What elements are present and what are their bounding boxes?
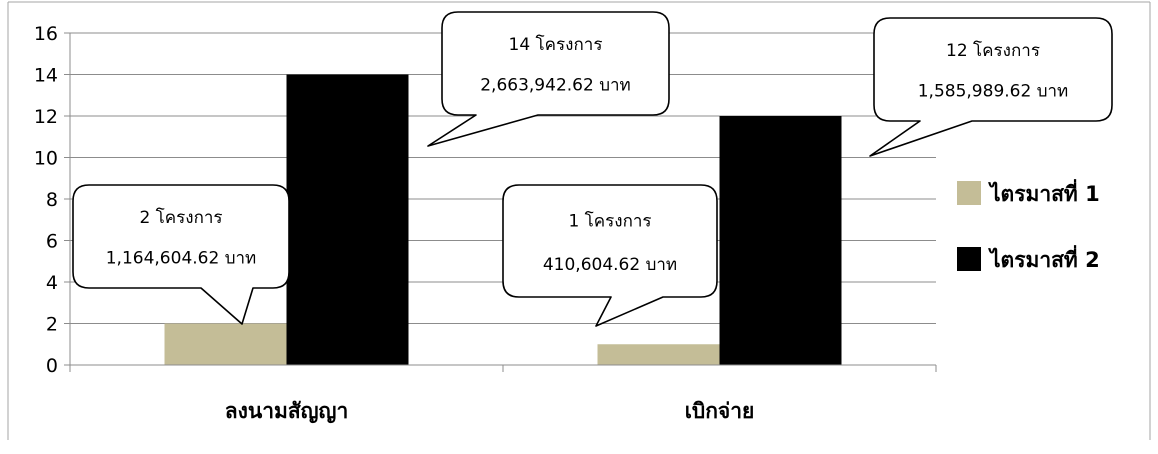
callout-amount: 2,663,942.62 บาท: [480, 75, 631, 95]
axes: [64, 32, 937, 372]
x-category-label: ลงนามสัญญา: [225, 399, 349, 424]
y-tick-label: 12: [34, 106, 58, 128]
y-tick-label: 4: [46, 272, 58, 294]
callout-bubble: [502, 184, 718, 327]
x-category-label: เบิกจ่าย: [685, 399, 755, 423]
callout-bubble: [869, 17, 1113, 157]
callout-project-count: 12 โครงการ: [946, 40, 1040, 61]
callouts: 2 โครงการ 1,164,604.62 บาท 14 โครงการ 2,663…: [72, 11, 1113, 327]
y-tick-label: 10: [34, 148, 58, 170]
bar: [286, 74, 409, 365]
callout-amount: 410,604.62 บาท: [543, 255, 677, 275]
callout: 2 โครงการ 1,164,604.62 บาท: [72, 184, 290, 325]
bars: [164, 74, 842, 365]
x-category-labels: ลงนามสัญญา เบิกจ่าย: [225, 399, 755, 424]
callout-project-count: 1 โครงการ: [568, 210, 651, 231]
callout-bubble: [72, 184, 290, 325]
callout-project-count: 14 โครงการ: [509, 34, 603, 55]
callout-project-count: 2 โครงการ: [139, 207, 222, 228]
bar: [597, 344, 720, 365]
callout: 14 โครงการ 2,663,942.62 บาท: [427, 11, 670, 147]
legend-swatch: [957, 247, 981, 271]
y-tick-label: 0: [46, 355, 58, 377]
callout-amount: 1,164,604.62 บาท: [106, 248, 257, 268]
callout-amount: 1,585,989.62 บาท: [918, 81, 1069, 101]
y-tick-label: 2: [46, 314, 58, 336]
y-tick-label: 8: [46, 189, 58, 211]
callout-bubble: [427, 11, 670, 147]
bar: [164, 323, 287, 365]
legend-label: ไตรมาสที่ 1: [988, 178, 1100, 206]
y-tick-label: 6: [46, 231, 58, 253]
legend: ไตรมาสที่ 1 ไตรมาสที่ 2: [957, 178, 1100, 272]
callout: 12 โครงการ 1,585,989.62 บาท: [869, 17, 1113, 157]
legend-swatch: [957, 181, 981, 205]
callout: 1 โครงการ 410,604.62 บาท: [502, 184, 718, 327]
bar: [719, 116, 842, 365]
y-tick-label: 14: [34, 65, 58, 87]
legend-label: ไตรมาสที่ 2: [988, 244, 1100, 272]
y-tick-labels: 0 2 4 6 8 10 12 14 16: [34, 23, 58, 377]
y-tick-label: 16: [34, 23, 58, 45]
